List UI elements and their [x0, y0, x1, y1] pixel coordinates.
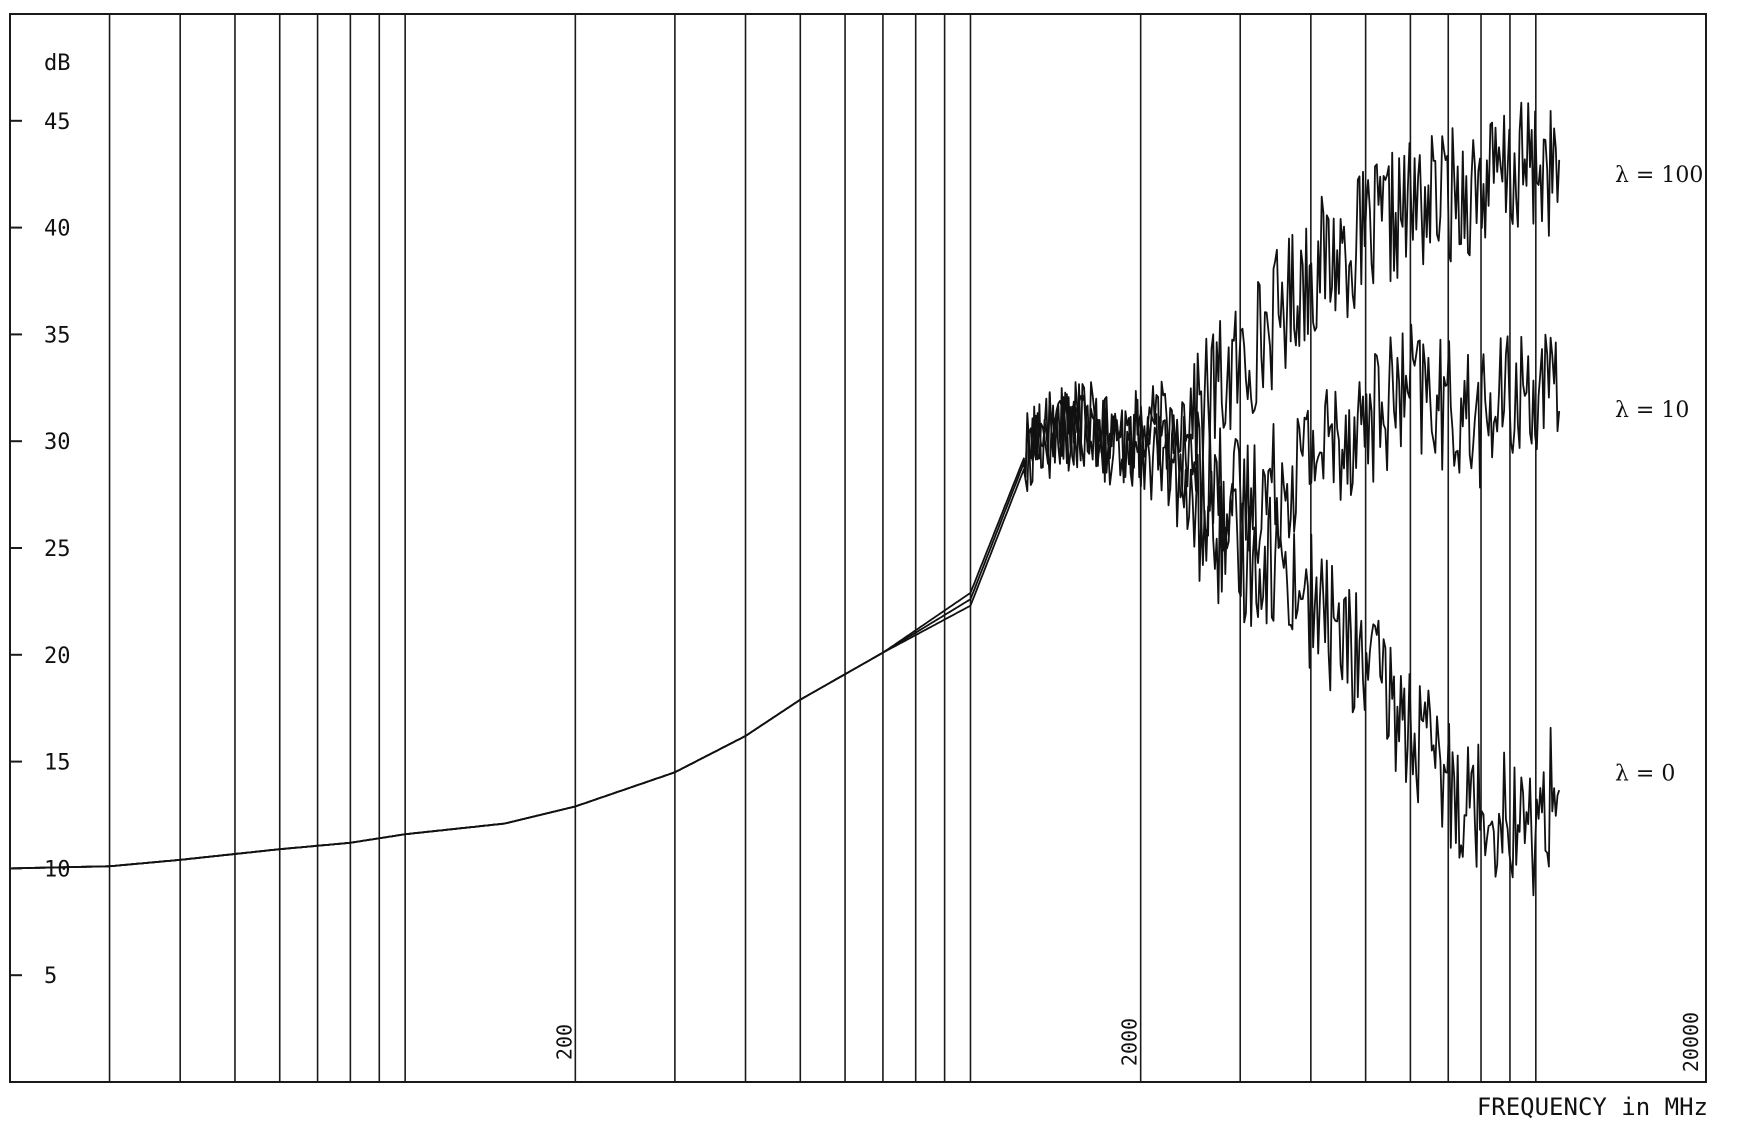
series-label: λ = 10 — [1615, 398, 1689, 423]
series-line — [10, 101, 1561, 870]
gridlines — [108, 14, 1707, 1082]
series-label: λ = 100 — [1615, 163, 1703, 188]
y-tick-label: 35 — [44, 323, 71, 348]
x-axis: 200 2000 20000 — [552, 1012, 1703, 1072]
y-tick-label: 15 — [44, 751, 71, 776]
x-tick-label: 20000 — [1679, 1012, 1703, 1072]
y-tick-label: 20 — [44, 644, 71, 669]
series-layer — [10, 101, 1561, 897]
y-tick-label: 45 — [44, 110, 71, 135]
series-label: λ = 0 — [1615, 761, 1675, 786]
x-tick-label: 200 — [552, 1024, 576, 1060]
x-tick-label: 2000 — [1118, 1018, 1142, 1066]
series-line — [10, 383, 1561, 897]
y-tick-label: 25 — [44, 537, 71, 562]
y-tick-label: 10 — [44, 857, 71, 882]
y-tick-label: 40 — [44, 217, 71, 242]
y-axis-unit-label: dB — [44, 51, 71, 76]
y-tick-label: 30 — [44, 430, 71, 455]
y-axis: 5 10 15 20 25 30 35 40 45 — [10, 110, 71, 989]
series-labels: λ = 100 λ = 10 λ = 0 — [1615, 163, 1703, 786]
y-tick-label: 5 — [44, 964, 57, 989]
x-axis-label: FREQUENCY in MHz — [1477, 1093, 1708, 1121]
